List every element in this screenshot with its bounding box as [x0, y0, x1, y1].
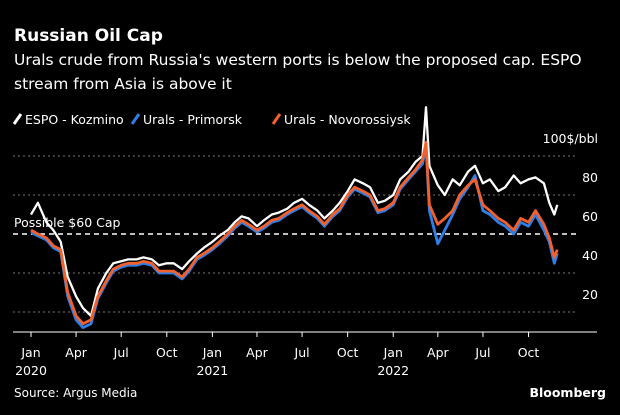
cap-annotation: Possible $60 Cap — [13, 215, 576, 235]
y-axis-labels: 100$/bbl 80 60 40 20 — [543, 131, 598, 302]
series-lines — [30, 106, 559, 330]
series-line-urals-primorsk — [30, 144, 559, 330]
chart-subtitle-line1: Urals crude from Russia's western ports … — [14, 51, 582, 69]
x-tick-label: Jan — [202, 345, 222, 360]
chart-subtitle-line2: stream from Asia is above it — [14, 75, 232, 93]
y-tick-label: 100$/bbl — [543, 131, 598, 146]
x-tick-label: Jul — [113, 345, 129, 360]
x-tick-label: Oct — [337, 345, 359, 360]
x-tick-label: Jan — [20, 345, 40, 360]
legend-swatch — [271, 113, 282, 125]
legend-swatch — [130, 113, 141, 125]
x-tick-label: Apr — [246, 345, 268, 360]
series-line-urals-novorossiysk — [30, 140, 559, 326]
x-tick-year: 2021 — [196, 363, 228, 378]
x-tick-label: Oct — [156, 345, 178, 360]
series-line-espo-kozmino — [30, 106, 559, 318]
y-tick-label: 60 — [582, 209, 598, 224]
legend: ESPO - Kozmino Urals - Primorsk Urals - No… — [12, 112, 411, 127]
x-tick-label: Jul — [294, 345, 310, 360]
x-tick-label: Jan — [383, 345, 403, 360]
x-tick-label: Apr — [65, 345, 87, 360]
x-tick-label: Oct — [518, 345, 540, 360]
legend-label: ESPO - Kozmino — [25, 112, 124, 127]
x-tick-label: Apr — [427, 345, 449, 360]
legend-item-urals-novorossiysk: Urals - Novorossiysk — [271, 112, 411, 127]
legend-label: Urals - Novorossiysk — [284, 112, 411, 127]
x-tick-label: Jul — [474, 345, 490, 360]
legend-item-urals-primorsk: Urals - Primorsk — [130, 112, 243, 127]
y-tick-label: 80 — [582, 170, 598, 185]
legend-label: Urals - Primorsk — [143, 112, 243, 127]
cap-label: Possible $60 Cap — [14, 215, 121, 230]
legend-item-espo-kozmino: ESPO - Kozmino — [12, 112, 124, 127]
legend-swatch — [12, 113, 23, 125]
x-tick-year: 2022 — [377, 363, 409, 378]
chart-title: Russian Oil Cap — [14, 26, 163, 46]
x-tick-year: 2020 — [15, 363, 47, 378]
source-note: Source: Argus Media — [14, 386, 137, 400]
y-tick-label: 20 — [582, 287, 598, 302]
bloomberg-logo: Bloomberg — [529, 385, 606, 400]
gridlines — [13, 155, 576, 313]
y-tick-label: 40 — [582, 248, 598, 263]
x-axis: Jan 2020 Apr Jul Oct Jan 2021 Apr Jul Oct Jan 2022 A… — [13, 331, 597, 378]
